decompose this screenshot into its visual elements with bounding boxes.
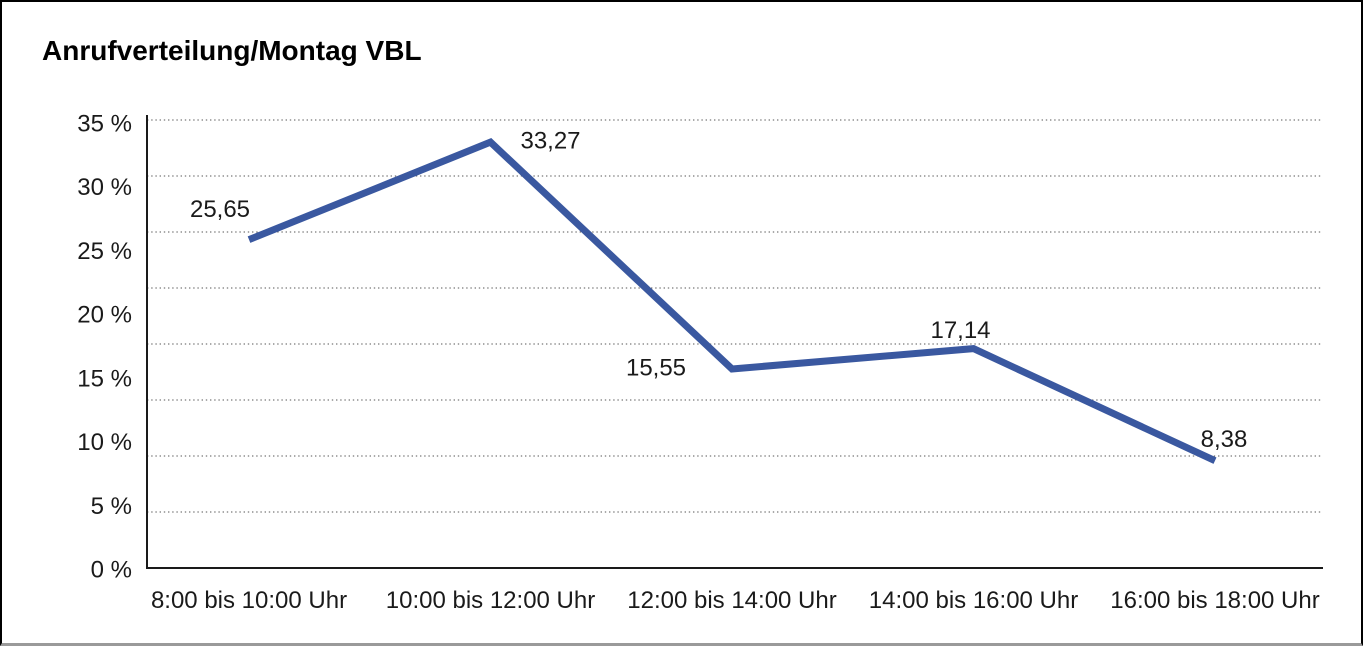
x-category-label: 16:00 bis 18:00 Uhr [1110,587,1319,614]
x-category-label: 8:00 bis 10:00 Uhr [151,587,347,614]
y-tick-label: 25 % [77,238,132,265]
x-category-label: 10:00 bis 12:00 Uhr [386,587,595,614]
data-value-label: 8,38 [1201,426,1248,453]
x-category-label: 12:00 bis 14:00 Uhr [627,587,836,614]
y-tick-label: 0 % [91,557,132,584]
data-value-label: 15,55 [626,354,686,381]
data-value-label: 25,65 [190,196,250,223]
data-value-label: 17,14 [930,317,990,344]
y-tick-label: 10 % [77,429,132,456]
y-tick-label: 20 % [77,302,132,329]
y-tick-label: 15 % [77,365,132,392]
data-line [247,138,1217,464]
y-tick-label: 35 % [77,111,132,138]
y-tick-label: 5 % [91,493,132,520]
y-tick-label: 30 % [77,174,132,201]
data-value-label: 33,27 [520,128,580,155]
chart-title: Anrufverteilung/Montag VBL [42,35,422,66]
x-category-label: 14:00 bis 16:00 Uhr [869,587,1078,614]
